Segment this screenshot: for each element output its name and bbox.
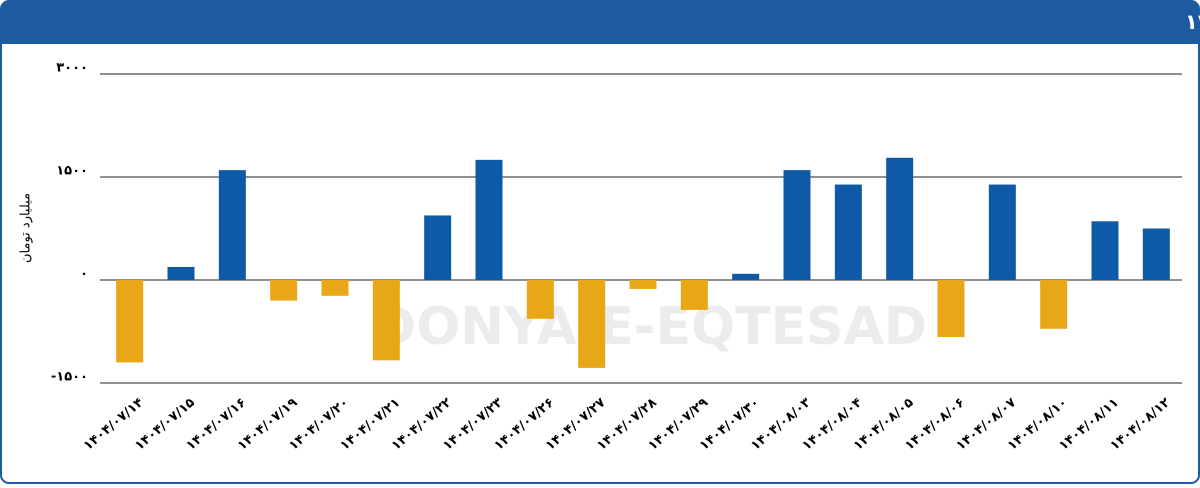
bar [270,280,298,301]
bar [526,280,554,319]
bar [218,170,246,280]
bar [834,184,862,280]
bar [732,273,760,280]
bar [116,280,144,363]
bar [988,184,1016,280]
bar [1040,280,1068,329]
y-tick-label: ۰ [80,267,88,282]
y-axis-label: میلیارد تومان [19,193,34,263]
bar [578,280,606,368]
bar [937,280,965,337]
y-tick-label: -۱۵۰۰ [51,370,88,385]
bar [372,280,400,361]
title-bar [1,1,1199,44]
bar [1091,221,1119,280]
y-tick-label: ۳۰۰۰ [56,61,88,76]
bar [475,159,503,280]
bar [321,280,349,296]
bar [629,280,657,289]
bar [783,170,811,280]
chart-title: خالص تغییر مالکیت حقیقی به حقوقی صندوق‌ه… [1185,9,1200,34]
bar [680,280,708,310]
bar [424,215,452,280]
bar [167,266,195,280]
y-tick-label: ۱۵۰۰ [56,164,88,179]
bar [886,157,914,280]
bar [1142,228,1170,280]
watermark: DONYA-E-EQTESAD [373,297,927,357]
